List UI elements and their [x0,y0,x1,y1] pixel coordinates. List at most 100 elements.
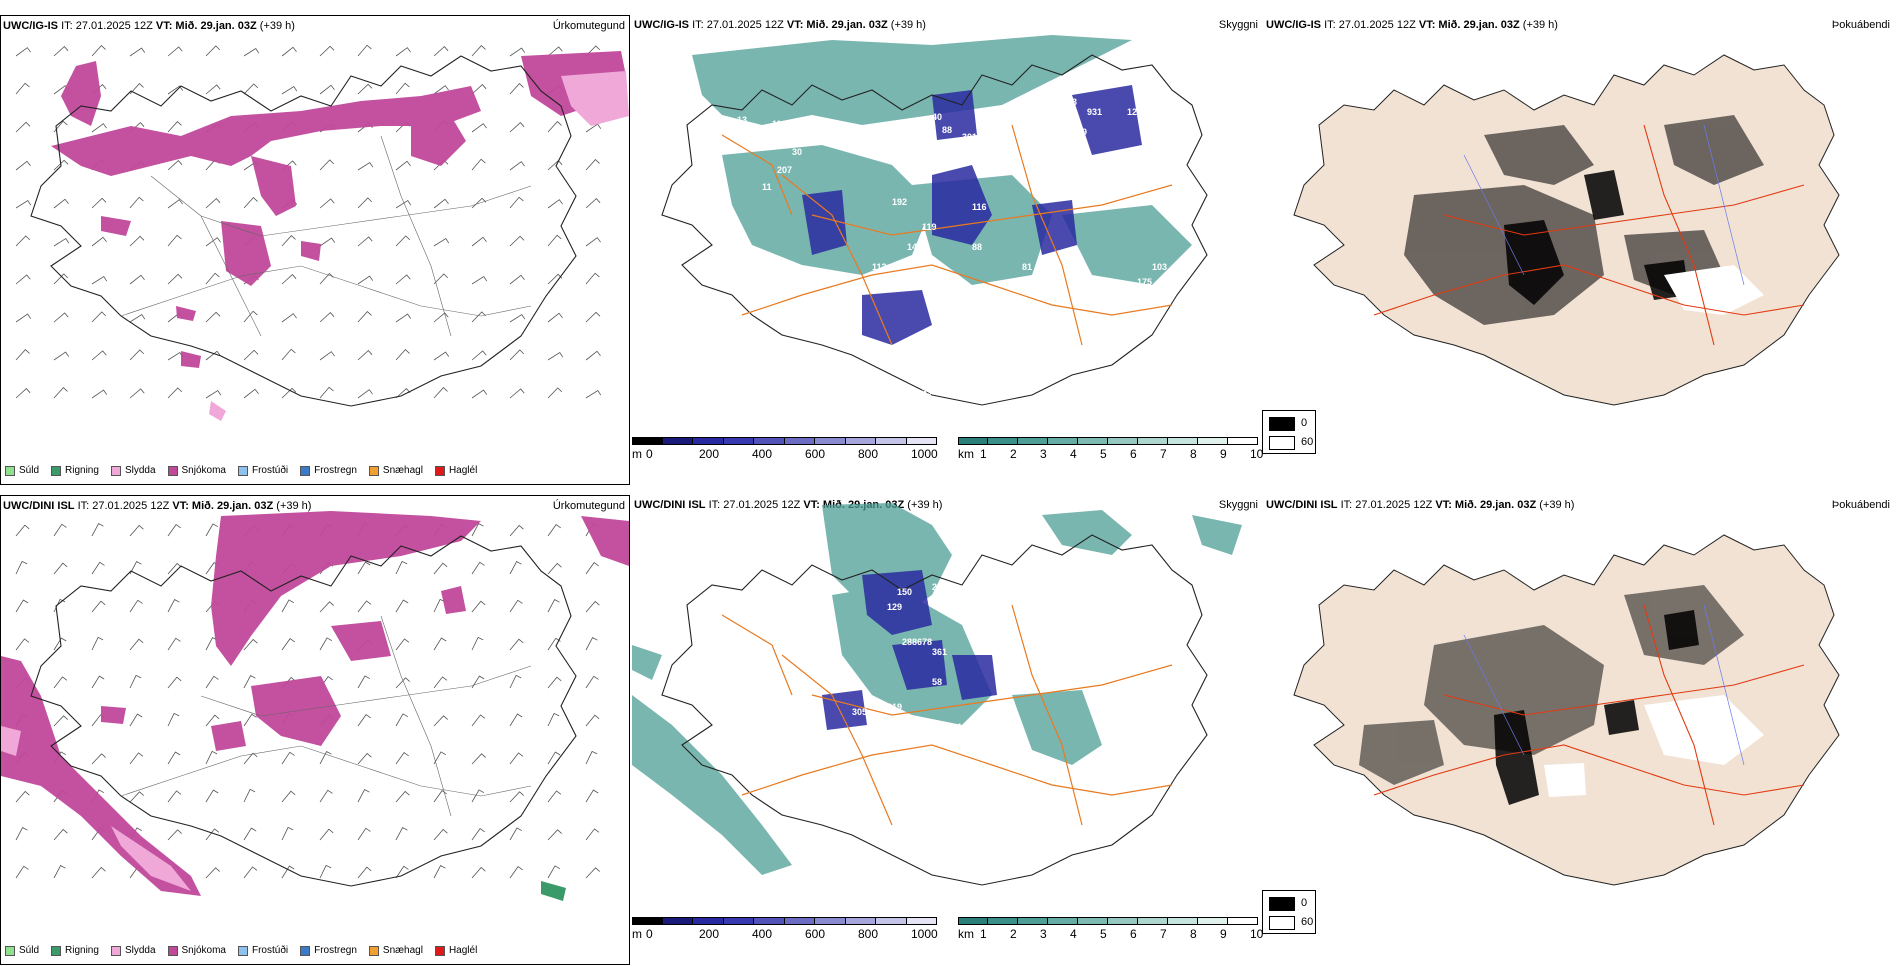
wind-barb [395,713,409,727]
colorbar-unit: km [958,927,974,941]
colorbar-segment [784,917,815,925]
legend-label: Snæhagl [382,945,423,956]
wind-barb [281,85,298,95]
wind-barb [547,387,563,399]
colorbar-tick: 400 [752,927,773,941]
wind-barb [281,387,297,399]
wind-barb [91,236,107,247]
visibility-value: 13 [737,115,747,125]
fog-panel-row1: UWC/IG-IS IT: 27.01.2025 12Z VT: Mið. 29… [1262,15,1894,485]
wind-barb [433,715,448,727]
wind-barb [471,753,486,765]
legend-swatch [5,465,15,476]
wind-barb [471,636,484,651]
wind-barb [15,560,28,575]
legend-label: Rigning [65,945,99,956]
wind-barb [205,237,221,247]
wind-barb [395,199,412,209]
legend-item: Snjókoma [167,945,226,956]
colorbar-tick: 600 [805,927,826,941]
wind-barb [91,311,107,323]
wind-barb [319,751,332,765]
colorbar-tick: 7 [1160,447,1167,461]
wind-barb [129,752,144,765]
legend-label: Slydda [124,945,156,956]
fog-legend-low: 0 [1301,417,1308,429]
roads [1373,604,1805,826]
fog-legend-high: 60 [1301,916,1314,928]
colorbar-segment [815,917,846,925]
valid-time: VT: Mið. 29.jan. 03Z [155,20,257,32]
valid-time: VT: Mið. 29.jan. 03Z [1418,19,1520,31]
legend-item: Snæhagl [368,945,423,956]
wind-barb [357,311,372,323]
visibility-value: 30 [792,147,802,157]
wind-barb [91,866,106,879]
wind-barb [471,275,488,285]
colorbar-unit: km [958,447,974,461]
wind-barb [319,864,332,879]
visibility-value: 301 [962,132,977,142]
wind-barb [319,273,334,285]
wind-barb [167,273,183,285]
wind-barb [167,351,184,361]
wind-barb [433,676,448,689]
wind-barb [585,159,600,171]
colorbar-segment [1108,437,1138,445]
legend-item: Snjókoma [167,465,226,476]
visibility-value: 361 [932,647,947,657]
wind-barb [91,636,104,651]
wind-barb [15,121,31,133]
colorbar-segment [876,917,907,925]
wind-barb [357,789,370,803]
fog-legend-dark [1269,897,1295,911]
legend-swatch [167,465,178,476]
wind-barb [509,122,525,133]
legend-label: Súld [19,945,40,956]
visibility-value: 207 [777,165,792,175]
low-cloud-areas [802,85,1142,345]
visibility-value: 150 [897,587,912,597]
init-time: IT: 27.01.2025 12Z [1340,499,1433,511]
valid-time: VT: Mið. 29.jan. 03Z [172,500,274,512]
lead-time: (+39 h) [907,499,943,511]
wind-barb [167,121,182,133]
wind-barb [357,675,371,689]
visibility-value: 119 [922,222,937,232]
visibility-value: 248 [897,752,912,762]
wind-barb [509,47,526,57]
wind-barb [129,599,143,613]
wind-barb [433,828,448,841]
roads [721,124,1173,346]
wind-barb [243,310,258,323]
wind-barb [585,311,601,323]
visibility-value: 106 [900,727,915,737]
wind-barb [91,197,107,209]
wind-barb [167,829,182,841]
wind-barb [433,790,447,803]
wind-barb [357,866,372,879]
visibility-value: 37 [977,597,987,607]
wind-barb [205,45,221,57]
visibility-value: 88 [942,125,952,135]
wind-barb [547,829,562,841]
visibility-value: 523 [1072,142,1087,152]
wind-barb [205,750,218,765]
wind-barb [547,121,562,133]
visibility-value: 113 [872,262,887,272]
sleet-areas [1,726,191,891]
wind-barb [281,235,296,247]
wind-barb [395,827,408,841]
wind-barb [509,827,523,841]
lead-time: (+39 h) [1539,499,1575,511]
wind-barb [509,674,522,689]
wind-barb [585,750,598,765]
wind-barb [15,235,31,247]
wind-barb [167,46,183,57]
wind-barb [53,198,69,209]
wind-barb [395,677,410,689]
wind-barb [167,637,181,651]
wind-barb [509,524,524,537]
roads [1373,124,1805,346]
